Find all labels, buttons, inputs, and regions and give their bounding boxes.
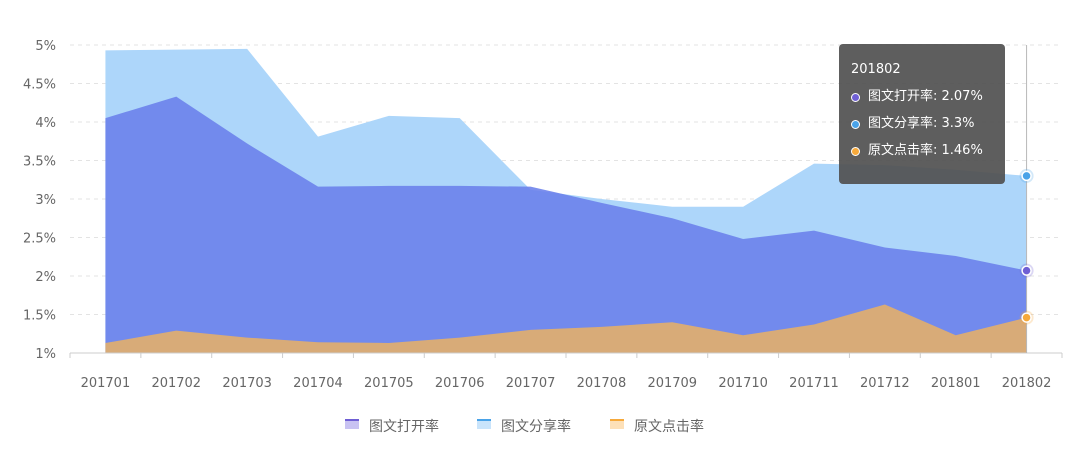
chart-tooltip: 201802 图文打开率: 2.07% 图文分享率: 3.3% 原文点击率: 1… <box>839 44 1005 184</box>
y-tick-label: 2% <box>35 270 56 285</box>
x-tick-label: 201706 <box>435 376 485 391</box>
y-tick-label: 3% <box>35 193 56 208</box>
legend-swatch-line <box>477 419 491 421</box>
tooltip-label-share-rate: 图文分享率: 3.3% <box>868 116 975 131</box>
x-tick-label: 201705 <box>364 376 414 391</box>
legend-swatch <box>610 419 624 429</box>
x-tick-label: 201707 <box>506 376 556 391</box>
axes: 1% 1.5% 2% 2.5% 3% 3.5% 4% 4.5% 5% 201701 201702 20… <box>23 39 1063 391</box>
legend-item-share-rate[interactable]: 图文分享率 <box>477 418 571 435</box>
y-tick-label: 4.5% <box>23 78 56 93</box>
tooltip-row-share-rate: 图文分享率: 3.3% <box>851 116 1005 132</box>
x-tick-label: 201702 <box>151 376 201 391</box>
legend-swatch-line <box>610 419 624 421</box>
tooltip-dot-share-rate <box>851 119 860 129</box>
y-tick-label: 3.5% <box>23 155 56 170</box>
tooltip-title: 201802 <box>851 62 901 77</box>
active-point-click-rate <box>1021 312 1032 323</box>
legend[interactable]: 图文打开率 图文分享率 原文点击率 <box>345 418 704 435</box>
y-tick-label: 2.5% <box>23 232 56 247</box>
x-tick-label: 201709 <box>647 376 697 391</box>
legend-swatch-line <box>345 419 359 421</box>
active-point-share-rate <box>1021 170 1032 182</box>
tooltip-row-click-rate: 原文点击率: 1.46% <box>851 143 1005 159</box>
legend-item-open-rate[interactable]: 图文打开率 <box>345 418 439 435</box>
legend-item-click-rate[interactable]: 原文点击率 <box>610 418 704 435</box>
active-point-open-rate <box>1021 265 1032 276</box>
x-tick-label: 201712 <box>860 376 910 391</box>
y-tick-label: 4% <box>35 116 56 131</box>
x-tick-label: 201708 <box>577 376 627 391</box>
tooltip-row-open-rate: 图文打开率: 2.07% <box>851 89 1005 105</box>
legend-label: 图文打开率 <box>369 418 439 435</box>
x-tick-label: 201801 <box>931 376 981 391</box>
area-click-rate <box>105 304 1027 353</box>
tooltip-dot-click-rate <box>851 146 860 156</box>
x-tick-label: 201704 <box>293 376 343 391</box>
x-tick-label: 201802 <box>1002 376 1052 391</box>
tooltip-label-click-rate: 原文点击率: 1.46% <box>868 143 983 158</box>
y-tick-label: 1% <box>35 347 56 362</box>
y-tick-label: 1.5% <box>23 309 56 324</box>
legend-label: 原文点击率 <box>634 418 704 435</box>
x-tick-label: 201711 <box>789 376 839 391</box>
legend-swatch <box>345 419 359 429</box>
y-tick-label: 5% <box>35 39 56 54</box>
area-open-rate <box>105 96 1027 353</box>
area-series <box>105 48 1027 353</box>
legend-swatch <box>477 419 491 429</box>
tooltip-dot-open-rate <box>851 92 860 102</box>
tooltip-label-open-rate: 图文打开率: 2.07% <box>868 89 983 104</box>
hover-indicator <box>1019 45 1034 353</box>
legend-label: 图文分享率 <box>501 418 571 435</box>
x-tick-label: 201701 <box>81 376 131 391</box>
x-tick-label: 201710 <box>718 376 768 391</box>
x-tick-label: 201703 <box>222 376 272 391</box>
